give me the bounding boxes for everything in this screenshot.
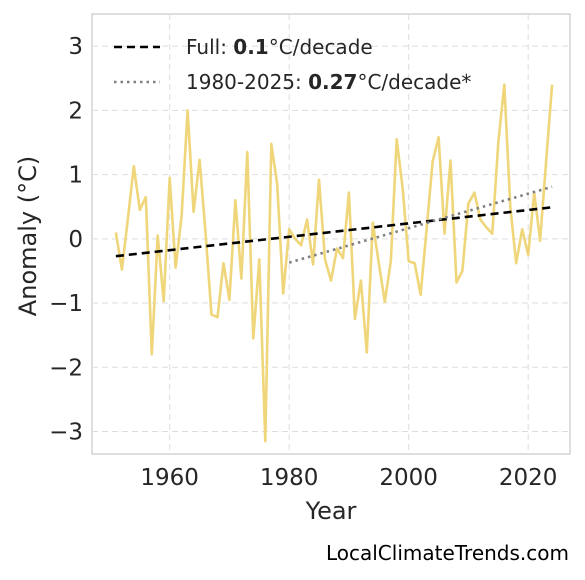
y-tick-label: −2 <box>49 355 83 381</box>
y-tick-label: 1 <box>68 163 83 189</box>
x-tick-label: 2020 <box>499 465 558 491</box>
y-tick-label: −1 <box>49 291 83 317</box>
legend: Full: 0.1°C/decade 1980-2025: 0.27°C/dec… <box>114 35 471 94</box>
x-tick-label: 2000 <box>379 465 438 491</box>
plot-area <box>91 13 571 455</box>
y-tick-label: −3 <box>49 420 83 446</box>
y-tick-label: 3 <box>68 34 83 60</box>
full-trend-line <box>115 206 553 258</box>
legend-label-full: Full: 0.1°C/decade <box>186 35 373 59</box>
tick-labels: 1960 1980 2000 2020 3 2 1 0 −1 −2 −3 <box>49 34 557 491</box>
x-axis-label: Year <box>305 497 357 525</box>
y-tick-label: 2 <box>68 98 83 124</box>
y-axis-label: Anomaly (°C) <box>14 156 42 316</box>
y-tick-label: 0 <box>68 227 83 253</box>
recent-trend-line <box>288 185 553 264</box>
credit-text: LocalClimateTrends.com <box>326 541 569 565</box>
legend-label-recent: 1980-2025: 0.27°C/decade* <box>186 70 471 94</box>
series-group <box>114 83 554 443</box>
x-tick-label: 1980 <box>260 465 319 491</box>
x-tick-label: 1960 <box>140 465 199 491</box>
